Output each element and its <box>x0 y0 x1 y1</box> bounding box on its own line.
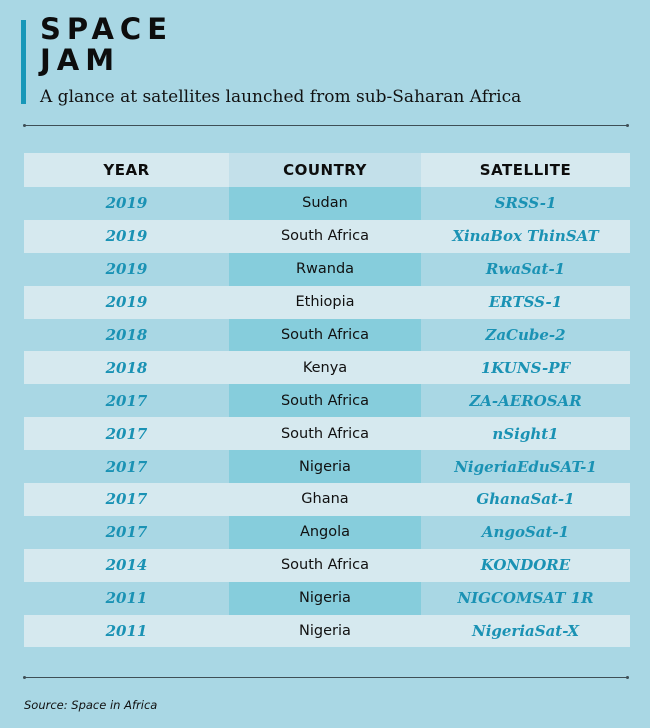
page-title: SPACE JAM <box>40 14 173 76</box>
title-line-2: JAM <box>40 43 121 77</box>
page-subtitle: A glance at satellites launched from sub… <box>40 87 522 107</box>
country-cell: Ethiopia <box>229 285 421 319</box>
satellite-cell: ZA-AEROSAR <box>469 391 582 410</box>
country-cell: Nigeria <box>229 450 421 484</box>
table-row: 2017 South Africa ZA-AEROSAR <box>24 384 630 418</box>
year-cell: 2017 <box>105 523 148 542</box>
country-cell: Nigeria <box>229 614 421 648</box>
table-row: 2018 Kenya 1KUNS-PF <box>24 351 630 385</box>
table-row: 2017 South Africa nSight1 <box>24 417 630 451</box>
satellite-cell: ERTSS-1 <box>421 285 630 319</box>
year-cell: 2019 <box>24 219 229 253</box>
table-row: 2014 South Africa KONDORE <box>24 548 630 582</box>
table-row: 2011 Nigeria NigeriaSat-X <box>24 614 630 648</box>
year-cell: 2017 <box>24 483 229 516</box>
year-cell: 2017 <box>24 417 229 451</box>
satellite-cell: KONDORE <box>421 548 630 582</box>
year-cell: 2019 <box>105 260 148 279</box>
table-row: 2011 Nigeria NIGCOMSAT 1R <box>24 581 630 615</box>
satellite-cell: RwaSat-1 <box>485 260 566 279</box>
satellite-cell: GhanaSat-1 <box>421 483 630 516</box>
table-row: 2019 Ethiopia ERTSS-1 <box>24 285 630 319</box>
table-row: 2019 South Africa XinaBox ThinSAT <box>24 219 630 253</box>
satellite-cell: ZaCube-2 <box>485 326 566 344</box>
satellite-cell: XinaBox ThinSAT <box>421 219 630 253</box>
year-cell: 2011 <box>24 614 229 648</box>
satellite-cell: NigeriaEduSAT-1 <box>454 457 597 476</box>
table-row: 2017 Nigeria NigeriaEduSAT-1 <box>24 450 630 484</box>
year-cell: 2017 <box>105 391 148 410</box>
country-cell: Angola <box>229 515 421 549</box>
satellite-cell: AngoSat-1 <box>481 523 570 542</box>
table-row: 2019 Rwanda RwaSat-1 <box>24 252 630 286</box>
table-body: 2019 Sudan SRSS-1 2019 South Africa XinaBox T… <box>24 187 630 648</box>
table-row: 2017 Ghana GhanaSat-1 <box>24 483 630 516</box>
year-cell: 2019 <box>105 194 148 213</box>
country-cell: Sudan <box>229 187 421 220</box>
satellites-table: YEAR COUNTRY SATELLITE 2019 Sudan SRSS-1 20… <box>24 153 630 648</box>
year-cell: 2017 <box>105 457 148 476</box>
table-row: 2018 South Africa ZaCube-2 <box>24 318 630 352</box>
column-header-satellite: SATELLITE <box>421 153 630 187</box>
source-note: Source: Space in Africa <box>24 698 158 712</box>
country-cell: South Africa <box>229 548 421 582</box>
year-cell: 2018 <box>24 351 229 385</box>
satellite-cell: 1KUNS-PF <box>421 351 630 385</box>
country-cell: South Africa <box>229 417 421 451</box>
column-header-country: COUNTRY <box>229 153 421 187</box>
country-cell: South Africa <box>229 318 421 352</box>
column-header-year: YEAR <box>24 153 229 187</box>
satellite-cell: NigeriaSat-X <box>421 614 630 648</box>
top-divider <box>23 124 629 127</box>
country-cell: South Africa <box>229 219 421 253</box>
year-cell: 2014 <box>24 548 229 582</box>
satellite-cell: nSight1 <box>421 417 630 451</box>
country-cell: Ghana <box>229 483 421 516</box>
country-cell: Rwanda <box>229 252 421 286</box>
country-cell: South Africa <box>229 384 421 418</box>
satellite-cell: SRSS-1 <box>494 194 557 213</box>
satellite-cell: NIGCOMSAT 1R <box>457 589 594 608</box>
bottom-divider <box>23 676 629 679</box>
title-accent-bar <box>21 20 26 104</box>
table-row: 2019 Sudan SRSS-1 <box>24 187 630 220</box>
title-line-1: SPACE <box>40 12 174 46</box>
country-cell: Kenya <box>229 351 421 385</box>
year-cell: 2011 <box>105 589 148 608</box>
table-header-row: YEAR COUNTRY SATELLITE <box>24 153 630 187</box>
table-row: 2017 Angola AngoSat-1 <box>24 515 630 549</box>
year-cell: 2018 <box>105 326 148 344</box>
country-cell: Nigeria <box>229 581 421 615</box>
year-cell: 2019 <box>24 285 229 319</box>
